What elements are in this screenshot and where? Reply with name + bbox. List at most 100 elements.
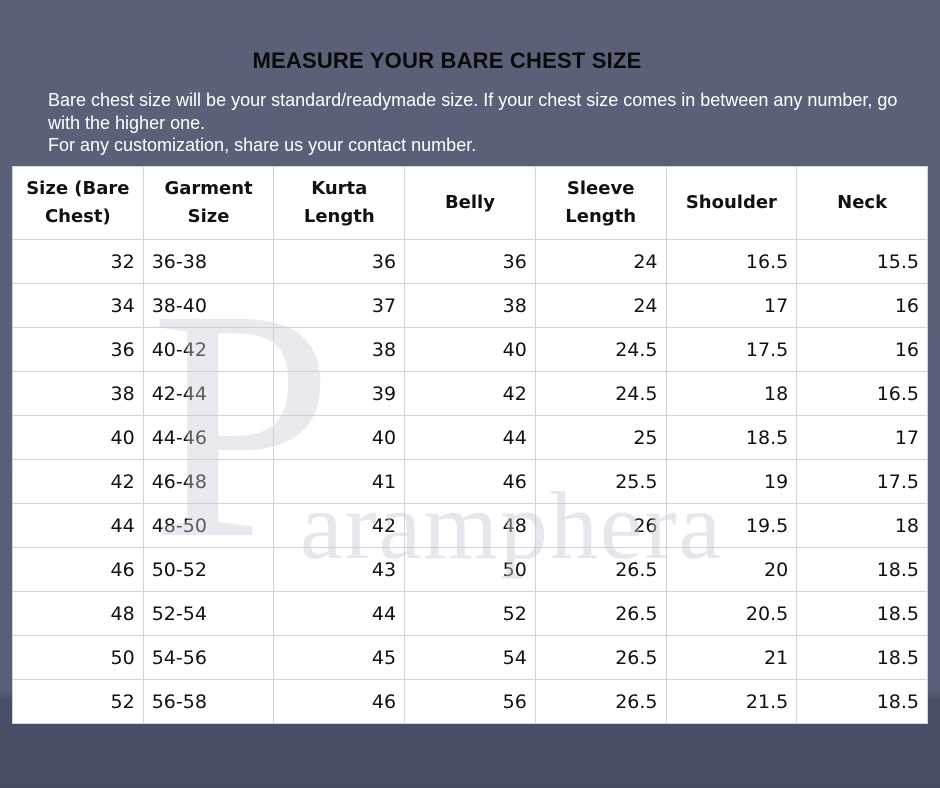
table-cell: 45 [273,635,406,680]
table-cell: 48 [404,503,536,548]
table-cell: 36 [273,239,406,284]
table-cell: 26.5 [534,547,667,592]
table-row: 40 44-46 40 44 25 18.5 17 [12,415,928,460]
table-cell: 15.5 [796,239,928,284]
table-cell: 36-38 [142,239,275,284]
table-cell: 44 [12,503,144,548]
table-cell: 52 [404,591,536,636]
table-cell: 40 [12,415,144,460]
table-row: 38 42-44 39 42 24.5 18 16.5 [12,371,928,416]
table-cell: 19.5 [665,503,798,548]
table-cell: 18 [796,503,928,548]
column-header: Garment Size [142,166,275,240]
table-cell: 17.5 [665,327,798,372]
table-cell: 40-42 [142,327,275,372]
table-cell: 24.5 [534,371,667,416]
intro-line: For any customization, share us your con… [48,135,477,155]
table-cell: 19 [665,459,798,504]
table-cell: 25 [534,415,667,460]
table-cell: 38 [273,327,406,372]
table-cell: 21.5 [665,679,798,724]
table-cell: 26.5 [534,635,667,680]
table-row: 52 56-58 46 56 26.5 21.5 18.5 [12,679,928,724]
header-row: Size (Bare Chest) Garment Size Kurta Lengt… [12,166,928,240]
table-row: 44 48-50 42 48 26 19.5 18 [12,503,928,548]
table-cell: 52-54 [142,591,275,636]
table-row: 42 46-48 41 46 25.5 19 17.5 [12,459,928,504]
table-cell: 18.5 [665,415,798,460]
column-header: Sleeve Length [534,166,667,240]
table-cell: 18.5 [796,635,928,680]
table-cell: 50 [404,547,536,592]
table-cell: 39 [273,371,406,416]
table-cell: 42 [273,503,406,548]
table-cell: 26.5 [534,679,667,724]
table-cell: 36 [12,327,144,372]
table-cell: 56-58 [142,679,275,724]
table-cell: 20 [665,547,798,592]
table-cell: 54-56 [142,635,275,680]
table-cell: 17 [665,283,798,328]
table-cell: 52 [12,679,144,724]
table-cell: 48-50 [142,503,275,548]
table-cell: 25.5 [534,459,667,504]
column-header: Neck [796,166,928,240]
table-cell: 17 [796,415,928,460]
table-cell: 24 [534,283,667,328]
table-cell: 46 [273,679,406,724]
table-cell: 24.5 [534,327,667,372]
table-cell: 40 [273,415,406,460]
table-cell: 16 [796,327,928,372]
table-cell: 46 [404,459,536,504]
table-row: 50 54-56 45 54 26.5 21 18.5 [12,635,928,680]
table-cell: 37 [273,283,406,328]
page-title: MEASURE YOUR BARE CHEST SIZE [252,48,642,73]
column-header: Shoulder [665,166,798,240]
table-cell: 17.5 [796,459,928,504]
table-cell: 50-52 [142,547,275,592]
table-cell: 16.5 [665,239,798,284]
table-cell: 48 [12,591,144,636]
table-cell: 34 [12,283,144,328]
table-cell: 46-48 [142,459,275,504]
table-cell: 41 [273,459,406,504]
table-cell: 32 [12,239,144,284]
table-cell: 18.5 [796,547,928,592]
column-header: Size (Bare Chest) [12,166,144,240]
table-cell: 44-46 [142,415,275,460]
table-cell: 38 [404,283,536,328]
table-cell: 18.5 [796,591,928,636]
table-cell: 36 [404,239,536,284]
table-cell: 38 [12,371,144,416]
table-cell: 38-40 [142,283,275,328]
column-header: Kurta Length [273,166,406,240]
table-row: 36 40-42 38 40 24.5 17.5 16 [12,327,928,372]
table-cell: 40 [404,327,536,372]
table-cell: 43 [273,547,406,592]
table-cell: 42-44 [142,371,275,416]
table-cell: 44 [273,591,406,636]
table-row: 34 38-40 37 38 24 17 16 [12,283,928,328]
table-cell: 26 [534,503,667,548]
table-cell: 20.5 [665,591,798,636]
table-cell: 56 [404,679,536,724]
intro-text: Bare chest size will be your standard/re… [48,89,908,157]
table-cell: 24 [534,239,667,284]
column-header: Belly [404,166,536,240]
table-cell: 44 [404,415,536,460]
table-cell: 42 [12,459,144,504]
table-cell: 42 [404,371,536,416]
table-cell: 54 [404,635,536,680]
table-cell: 16 [796,283,928,328]
table-row: 32 36-38 36 36 24 16.5 15.5 [12,239,928,284]
table-cell: 46 [12,547,144,592]
table-row: 46 50-52 43 50 26.5 20 18.5 [12,547,928,592]
table-cell: 26.5 [534,591,667,636]
table-cell: 18 [665,371,798,416]
size-chart-table: Size (Bare Chest) Garment Size Kurta Lengt… [12,166,928,724]
table-cell: 50 [12,635,144,680]
intro-line: Bare chest size will be your standard/re… [48,90,898,133]
table-cell: 18.5 [796,679,928,724]
table-cell: 16.5 [796,371,928,416]
table-row: 48 52-54 44 52 26.5 20.5 18.5 [12,591,928,636]
